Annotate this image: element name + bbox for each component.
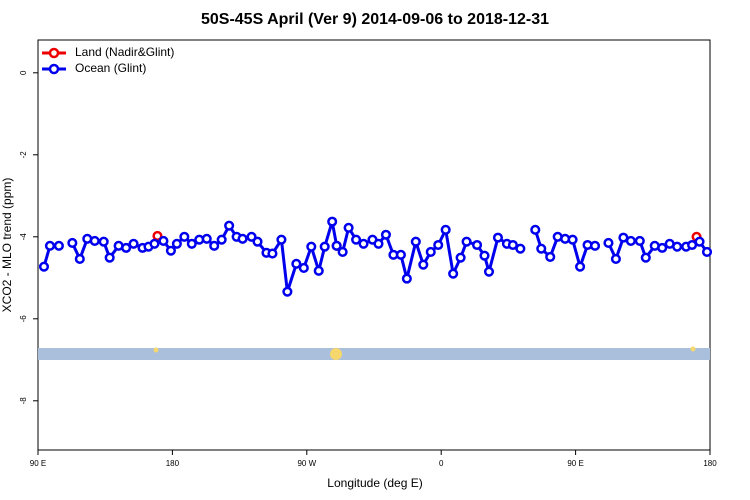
data-point [589,240,601,251]
y-tick-label: -6 [19,315,28,323]
x-tick-label: 90 E [30,459,46,468]
coverage-dot [153,347,159,353]
data-point [567,234,578,245]
data-point [625,235,636,246]
data-point [201,233,212,244]
data-point [545,251,556,262]
data-point [461,236,472,247]
data-point [657,242,668,253]
coverage-band [38,348,710,360]
data-point [672,241,683,252]
data-point [701,246,713,258]
data-point [104,252,115,263]
data-point [343,222,354,233]
y-tick-label: -4 [19,233,28,241]
data-point [425,246,436,258]
data-point [634,235,645,246]
data-point [74,253,85,264]
data-point [252,236,263,247]
data-point [331,240,342,251]
data-point [89,235,100,246]
y-axis-label: XCO2 - MLO trend (ppm) [0,178,14,313]
data-point [67,237,78,248]
data-point [313,265,324,276]
data-point [165,245,176,256]
data-point [179,231,190,242]
x-axis-label: Longitude (deg E) [327,476,422,490]
coverage-dot [330,348,342,360]
chart-title: 50S-45S April (Ver 9) 2014-09-06 to 2018… [201,11,549,28]
data-point [306,241,317,252]
data-point [121,242,132,253]
data-point [276,234,287,245]
x-tick-label: 0 [439,459,444,468]
data-point [337,246,348,258]
coverage-dot [690,346,696,352]
data-point [291,258,302,269]
data-point [216,234,227,245]
data-point [158,235,169,246]
data-point [536,243,547,254]
data-point [171,238,182,249]
data-point [694,236,705,247]
legend-label: Land (Nadir&Glint) [75,45,174,59]
data-point [507,239,518,251]
data-point [640,252,651,263]
plot-frame [37,39,711,451]
data-point [380,229,391,240]
data-point [410,236,421,247]
data-point [373,238,384,249]
data-point [515,243,526,254]
y-tick-label: -2 [19,151,28,159]
data-point [149,238,160,249]
legend-marker [48,63,60,75]
data-point [38,261,50,272]
data-point [282,286,293,297]
data-point [471,239,483,251]
data-point [610,253,621,264]
data-point [246,231,257,242]
y-tick-label: -8 [19,397,28,405]
data-point [483,266,495,277]
data-point [44,240,55,251]
data-point [530,224,541,235]
y-tick-label: 0 [19,70,28,75]
data-point [298,262,309,274]
legend-label: Ocean (Glint) [75,61,146,75]
data-point [440,224,451,235]
data-point [455,252,466,263]
data-point [351,234,362,245]
series-line [42,221,709,293]
data-point [186,238,197,249]
data-point [603,237,614,248]
data-point [224,220,235,231]
data-point [53,240,64,251]
data-point [209,240,220,251]
data-point [448,268,459,279]
data-point [128,238,139,249]
data-point [401,273,412,284]
data-point [575,261,586,272]
data-point [98,236,109,247]
data-point [267,248,278,259]
data-point [237,233,248,244]
data-point [327,216,338,227]
data-point [433,239,444,251]
data-point [479,250,490,261]
x-tick-label: 90 E [567,459,583,468]
x-tick-label: 90 W [297,459,316,468]
data-point [492,232,503,243]
x-tick-label: 180 [703,459,717,468]
data-point [395,249,406,260]
data-point [319,241,330,252]
data-point [418,259,429,270]
data-point [358,238,369,249]
legend-marker [48,47,60,59]
x-tick-label: 180 [166,459,180,468]
